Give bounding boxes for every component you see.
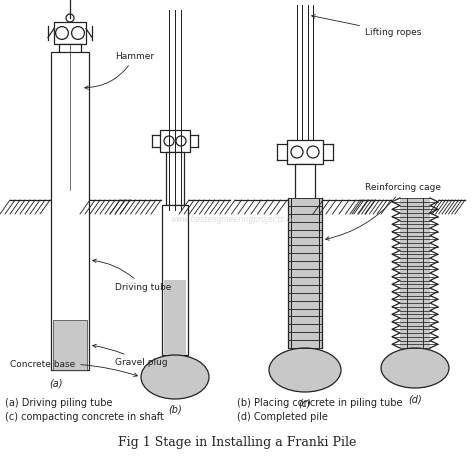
Bar: [164, 280, 186, 355]
Text: (d): (d): [408, 394, 422, 404]
Bar: [288, 198, 322, 348]
Circle shape: [72, 27, 84, 39]
Text: Fig 1 Stage in Installing a Franki Pile: Fig 1 Stage in Installing a Franki Pile: [118, 436, 356, 449]
Bar: [166, 152, 184, 205]
Circle shape: [55, 27, 68, 39]
Text: (c) compacting concrete in shaft: (c) compacting concrete in shaft: [5, 412, 164, 422]
Text: Hammer: Hammer: [85, 52, 154, 89]
Ellipse shape: [381, 348, 449, 388]
Text: (d) Completed pile: (d) Completed pile: [237, 412, 328, 422]
Ellipse shape: [269, 348, 341, 392]
Text: (a) Driving piling tube: (a) Driving piling tube: [5, 398, 112, 408]
Bar: [59, 44, 81, 190]
Circle shape: [176, 136, 186, 146]
Bar: [162, 205, 188, 355]
Bar: [53, 320, 87, 370]
Bar: [287, 140, 323, 164]
Text: Driving tube: Driving tube: [93, 259, 172, 292]
Ellipse shape: [141, 355, 209, 399]
Circle shape: [66, 14, 74, 22]
Bar: [160, 130, 190, 152]
Text: Concrete base: Concrete base: [10, 360, 137, 376]
Bar: [54, 22, 86, 44]
Text: (b): (b): [168, 405, 182, 415]
Circle shape: [291, 146, 303, 158]
Bar: [51, 52, 89, 370]
Text: Lifting ropes: Lifting ropes: [311, 15, 421, 37]
Text: (b) Placing concrete in piling tube: (b) Placing concrete in piling tube: [237, 398, 402, 408]
Text: www.bestengineeringprojects.com: www.bestengineeringprojects.com: [171, 215, 303, 224]
Text: (a): (a): [49, 378, 63, 388]
Text: (c): (c): [299, 398, 311, 408]
Text: Gravel plug: Gravel plug: [93, 344, 168, 367]
Circle shape: [307, 146, 319, 158]
Bar: [400, 198, 430, 348]
Text: Reinforcing cage: Reinforcing cage: [326, 183, 441, 240]
Circle shape: [164, 136, 174, 146]
Bar: [295, 164, 315, 206]
